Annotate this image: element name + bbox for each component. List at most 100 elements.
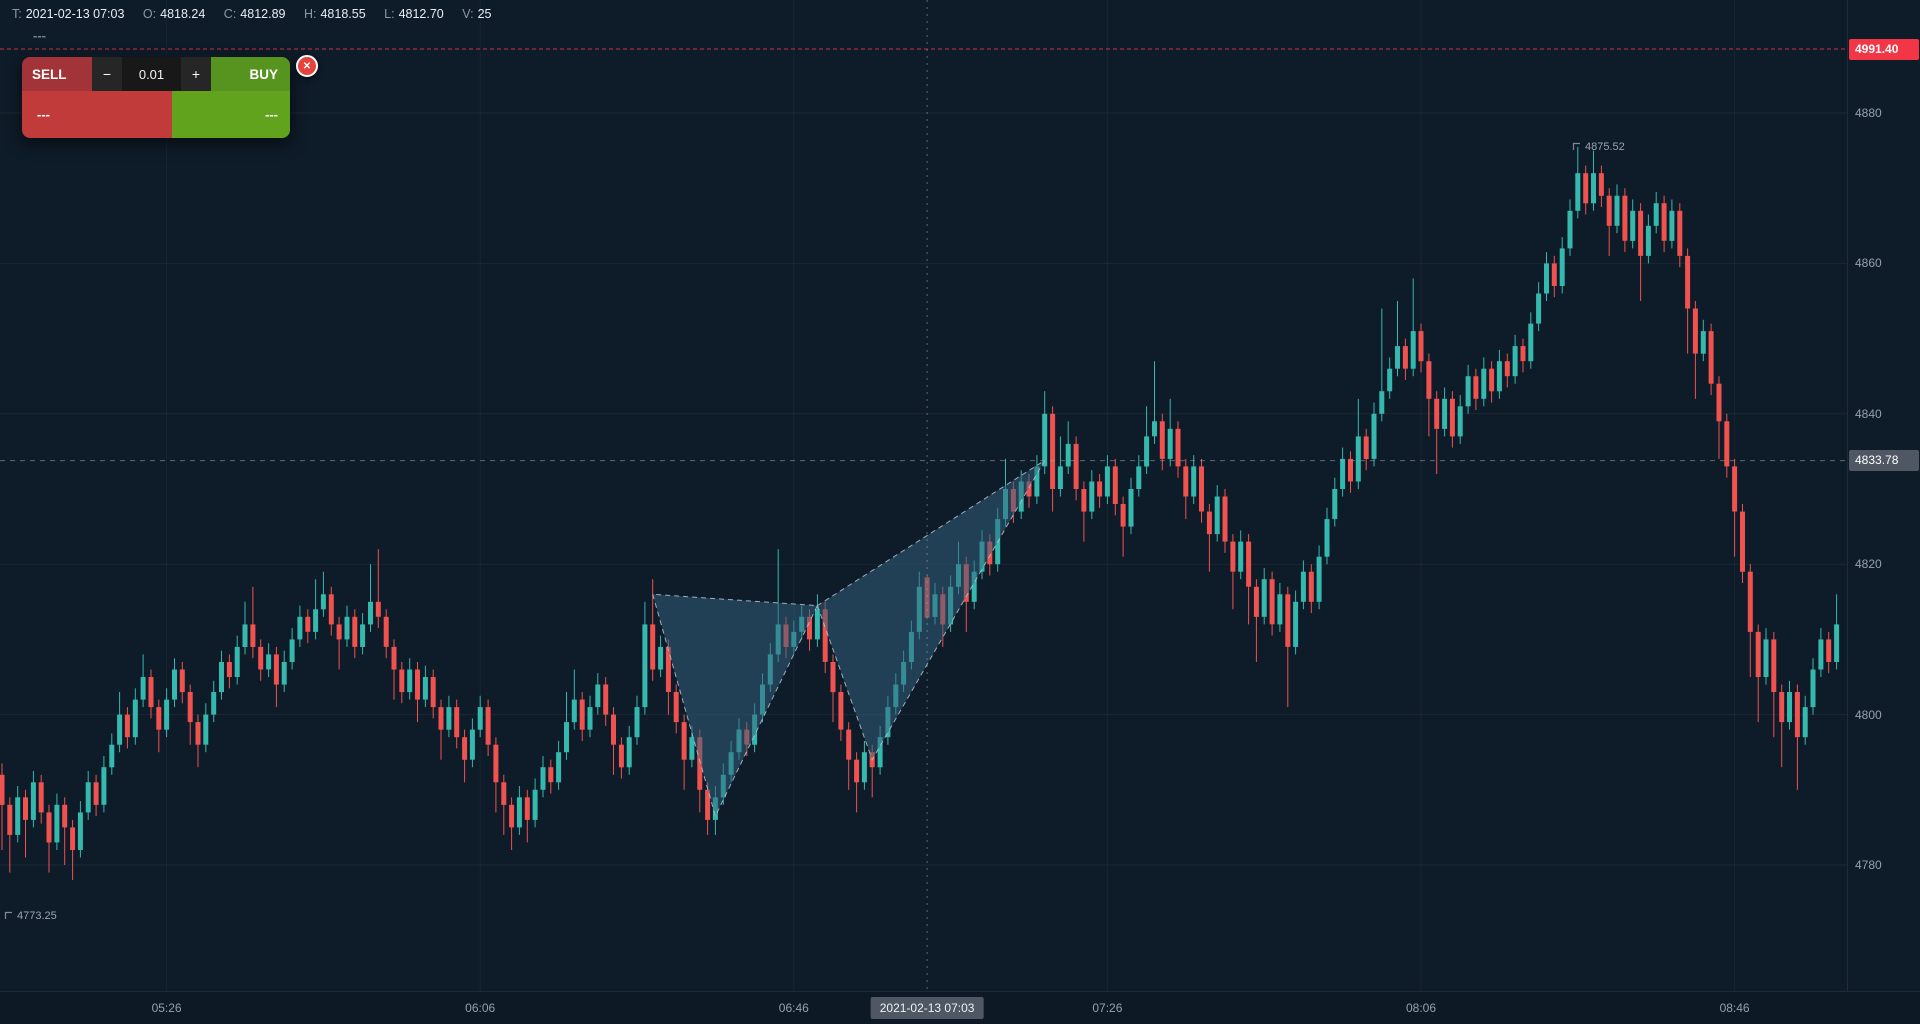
candle-body <box>1669 210 1675 241</box>
harmonic-pattern-triangle-bcd[interactable] <box>816 459 1046 761</box>
candle-body <box>391 646 397 670</box>
candle-body <box>1779 692 1785 723</box>
candle-body <box>156 707 162 730</box>
candle-body <box>1826 639 1832 662</box>
candle-body <box>1112 466 1118 504</box>
candle-body <box>532 789 538 820</box>
candle-body <box>1316 556 1322 602</box>
quantity-value[interactable]: 0.01 <box>122 57 181 91</box>
candle-body <box>226 662 232 677</box>
candle-body <box>219 662 224 693</box>
candle-body <box>23 797 28 820</box>
candle-body <box>854 759 860 783</box>
crosshair-time-tag: 2021-02-13 07:03 <box>870 997 984 1019</box>
price-axis-label: 4780 <box>1855 858 1882 872</box>
candle-body <box>838 692 844 730</box>
candle-body <box>1042 413 1048 467</box>
candle-body <box>1089 481 1095 512</box>
order-panel-top-row: SELL − 0.01 + BUY <box>22 57 290 91</box>
candle-body <box>46 812 52 843</box>
ohlc-close-label: C: <box>223 7 237 21</box>
price-marker[interactable]: 4875.52 <box>1572 141 1625 153</box>
price-marker-icon <box>1572 143 1580 151</box>
time-axis-label: 05:26 <box>151 1001 182 1015</box>
candle-body <box>383 616 389 647</box>
alert-price-tag[interactable]: 4991.40 <box>1849 38 1919 60</box>
buy-price-area[interactable]: --- <box>172 91 290 138</box>
candle-body <box>485 707 491 745</box>
quantity-decrease-button[interactable]: − <box>92 57 122 91</box>
candle-body <box>430 677 436 708</box>
candle-body <box>877 737 883 768</box>
candle-body <box>642 624 648 708</box>
candle-body <box>501 782 507 805</box>
candle-body <box>85 782 91 813</box>
candle-body <box>1645 225 1651 256</box>
order-panel-bottom-row: --- --- <box>22 91 290 138</box>
order-panel-close-button[interactable]: ✕ <box>296 55 318 77</box>
quantity-stepper: − 0.01 + <box>92 57 211 91</box>
candle-body <box>1700 331 1706 354</box>
candle-body <box>1708 331 1714 384</box>
candle-body <box>1206 511 1212 535</box>
sell-price-area[interactable]: --- <box>22 91 172 138</box>
candle-body <box>258 646 264 670</box>
candle-body <box>454 707 460 738</box>
candle-body <box>1802 707 1808 738</box>
candle-body <box>1449 398 1455 437</box>
candle-body <box>407 669 413 693</box>
time-axis-label: 07:26 <box>1092 1001 1123 1015</box>
time-axis-label: 06:06 <box>465 1001 496 1015</box>
candle-body <box>336 624 342 640</box>
candle-body <box>132 699 138 738</box>
ohlc-volume-value: 25 <box>477 7 492 21</box>
candle-body <box>1567 210 1573 249</box>
candle-body <box>971 571 977 602</box>
candle-body <box>1261 579 1267 617</box>
sell-button[interactable]: SELL <box>22 57 92 91</box>
candle-body <box>1598 173 1604 196</box>
candle-body <box>1763 639 1769 677</box>
candle-body <box>70 827 76 850</box>
price-marker[interactable]: 4773.25 <box>4 910 57 922</box>
candle-body <box>1191 466 1197 497</box>
candle-body <box>1685 255 1691 309</box>
candle-body <box>195 722 201 745</box>
candle-body <box>297 616 303 640</box>
candle-body <box>38 782 44 813</box>
candle-body <box>281 662 287 685</box>
candle-body <box>320 594 326 610</box>
candle-body <box>305 616 311 632</box>
price-axis-label: 4880 <box>1855 106 1882 120</box>
candle-body <box>109 744 115 768</box>
candle-body <box>54 804 60 843</box>
candle-body <box>595 684 601 708</box>
candle-body <box>1293 601 1299 647</box>
candle-body <box>1081 489 1087 512</box>
buy-button[interactable]: BUY <box>211 57 290 91</box>
candle-body <box>172 669 177 700</box>
candle-body <box>1340 458 1346 489</box>
candle-body <box>1724 421 1730 467</box>
candle-body <box>360 624 366 647</box>
candle-body <box>1536 293 1542 324</box>
candle-body <box>1402 346 1408 369</box>
candle-body <box>1677 210 1683 256</box>
price-axis[interactable]: 4880 4860 4840 4820 4800 4780 <box>1847 0 1920 992</box>
harmonic-pattern-triangle-xab[interactable] <box>652 593 819 818</box>
candle-body <box>548 767 554 783</box>
candle-body <box>1638 210 1644 256</box>
candle-body <box>658 646 664 670</box>
ohlc-low-label: L: <box>384 7 395 21</box>
candle-body <box>681 722 687 760</box>
candle-body <box>344 616 350 640</box>
candle-body <box>650 624 656 670</box>
candle-body <box>516 797 522 828</box>
candle-body <box>148 677 154 708</box>
candle-body <box>1230 541 1236 572</box>
candle-body <box>493 744 499 783</box>
candle-body <box>30 782 36 820</box>
quantity-increase-button[interactable]: + <box>181 57 211 91</box>
candle-body <box>1277 594 1283 625</box>
